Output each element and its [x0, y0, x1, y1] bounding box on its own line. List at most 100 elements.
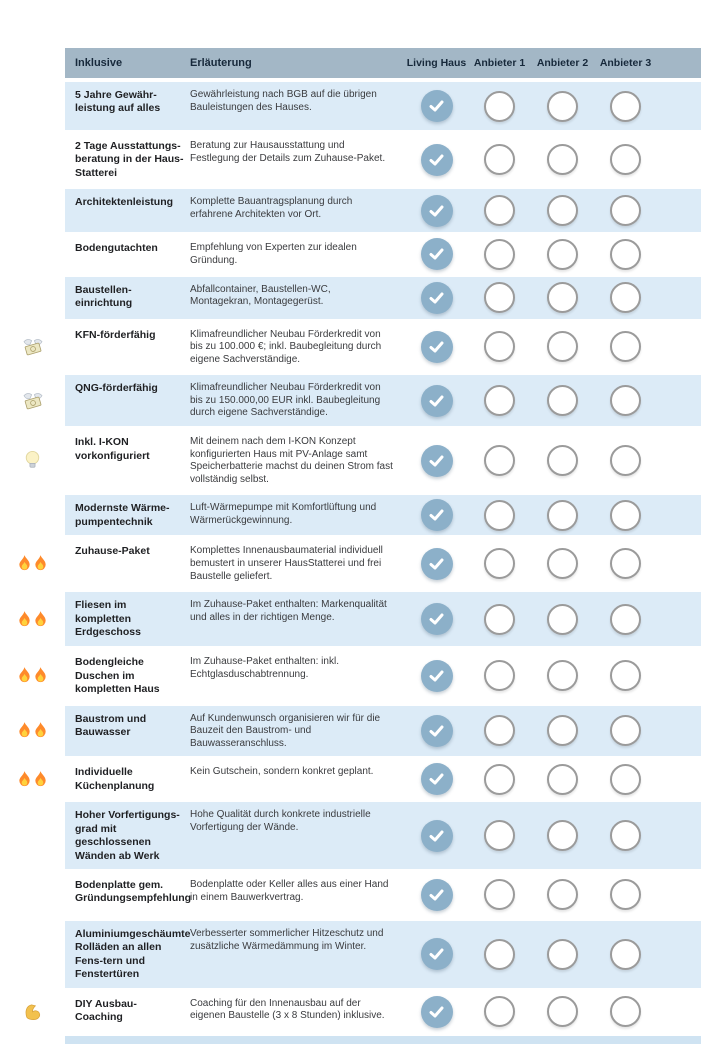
- provider-availability-cells: [405, 538, 657, 589]
- included-check-circle: [420, 547, 453, 580]
- not-included-circle: [547, 996, 578, 1028]
- row-band: Inkl. I-KON vorkonfiguriert Mit deinem na…: [65, 429, 701, 492]
- feature-name: Architektenleistung: [75, 196, 174, 209]
- not-included-circle: [547, 499, 578, 531]
- availability-cell: [405, 763, 468, 796]
- fire-icon: [17, 770, 32, 788]
- table-row: DIY Ausbau-Coaching Coaching für den Inne…: [0, 991, 701, 1033]
- availability-cell: [531, 144, 594, 176]
- row-band: Modernste Wärme-pumpentechnik Luft-Wärmep…: [65, 495, 701, 536]
- header-feature-column: Inklusive: [75, 57, 123, 69]
- availability-cell: [405, 238, 468, 271]
- not-included-circle: [547, 603, 578, 635]
- money-with-wings-icon: [22, 338, 44, 356]
- provider-availability-cells: [405, 429, 657, 492]
- not-included-circle: [610, 144, 641, 176]
- included-check-circle: [420, 143, 453, 176]
- not-included-circle: [484, 195, 515, 227]
- row-band: 5 Jahre Gewähr-leistung auf alles Gewährl…: [65, 82, 701, 130]
- feature-description: Komplette Bauantragsplanung durch erfahr…: [190, 196, 353, 220]
- feature-name: Baustrom und Bauwasser: [75, 712, 147, 738]
- feature-description: Empfehlung von Experten zur idealen Grün…: [190, 242, 357, 266]
- feature-description: Im Zuhause-Paket enthalten: Markenqualit…: [190, 599, 387, 623]
- feature-name: Baustellen-einrichtung: [75, 283, 133, 309]
- availability-cell: [531, 90, 594, 122]
- header-provider-columns: Living Haus Anbieter 1 Anbieter 2 Anbieter …: [405, 57, 657, 69]
- feature-name: Hoher Vorfertigungs-grad mit geschlossen…: [75, 809, 180, 862]
- availability-cell: [405, 938, 468, 971]
- not-included-circle: [610, 445, 641, 477]
- provider-column-header: Anbieter 3: [599, 57, 652, 69]
- feature-name: 2 Tage Ausstattungs-beratung in der Haus…: [75, 140, 184, 179]
- availability-cell: [531, 996, 594, 1028]
- availability-cell: [531, 499, 594, 531]
- table-row: Architektenleistung Komplette Bauantragsp…: [0, 189, 701, 233]
- provider-availability-cells: [405, 649, 657, 702]
- availability-cell: [468, 660, 531, 692]
- availability-cell: [405, 90, 468, 122]
- availability-cell: [468, 715, 531, 747]
- header-band: Inklusive Erläuterung Living Haus Anbiete…: [65, 48, 701, 78]
- table-row: Fliesen im kompletten Erdgeschoss Im Zuha…: [0, 592, 701, 647]
- flexed-biceps-icon: [23, 1002, 42, 1021]
- not-included-circle: [610, 820, 641, 852]
- table-row: Hoher Vorfertigungs-grad mit geschlossen…: [0, 802, 701, 869]
- availability-cell: [531, 660, 594, 692]
- row-band: Baustrom und Bauwasser Auf Kundenwunsch o…: [65, 705, 701, 757]
- feature-description: Luft-Wärmepumpe mit Komfortlüftung und W…: [190, 502, 377, 527]
- availability-cell: [468, 499, 531, 531]
- not-included-circle: [610, 90, 641, 122]
- not-included-circle: [547, 879, 578, 911]
- availability-cell: [531, 820, 594, 852]
- not-included-circle: [484, 548, 515, 580]
- availability-cell: [468, 445, 531, 477]
- availability-cell: [405, 499, 468, 532]
- feature-name: Bodengutachten: [75, 242, 158, 255]
- row-icon-gutter: [0, 538, 65, 589]
- not-included-circle: [610, 499, 641, 531]
- availability-cell: [405, 194, 468, 227]
- availability-cell: [531, 445, 594, 477]
- included-check-circle: [420, 384, 453, 417]
- not-included-circle: [547, 820, 578, 852]
- availability-cell: [405, 143, 468, 176]
- row-icon-gutter: [0, 872, 65, 918]
- row-icon-gutter: [0, 991, 65, 1033]
- row-icon-gutter: [0, 133, 65, 186]
- feature-description: Klimafreundlicher Neubau Förderkredit vo…: [190, 328, 382, 365]
- feature-description: Abfallcontainer, Baustellen-WC, Montagek…: [190, 283, 331, 308]
- availability-cell: [594, 548, 657, 580]
- not-included-circle: [484, 331, 515, 363]
- availability-cell: [405, 995, 468, 1028]
- availability-cell: [468, 603, 531, 635]
- availability-cell: [531, 385, 594, 417]
- table-row: Inkl. I-KON vorkonfiguriert Mit deinem na…: [0, 429, 701, 492]
- availability-cell: [531, 603, 594, 635]
- feature-name: Zuhause-Paket: [75, 545, 150, 558]
- row-icon-gutter: [0, 82, 65, 130]
- not-included-circle: [610, 548, 641, 580]
- not-included-circle: [610, 195, 641, 227]
- not-included-circle: [610, 715, 641, 747]
- feature-description: Coaching für den Innenausbau auf der eig…: [190, 997, 385, 1022]
- provider-availability-cells: [405, 235, 657, 273]
- money-with-wings-icon: [22, 392, 44, 410]
- provider-availability-cells: [405, 495, 657, 535]
- row-icon-gutter: [0, 322, 65, 373]
- row-band: KFN-förderfähig Klimafreundlicher Neubau …: [65, 322, 701, 373]
- fire-icon: [33, 610, 48, 628]
- not-included-circle: [547, 331, 578, 363]
- table-row: Bodengutachten Empfehlung von Experten zu…: [0, 235, 701, 273]
- not-included-circle: [484, 238, 515, 270]
- availability-cell: [468, 879, 531, 911]
- availability-cell: [468, 238, 531, 270]
- availability-cell: [468, 938, 531, 970]
- not-included-circle: [547, 445, 578, 477]
- included-check-circle: [420, 995, 453, 1028]
- row-band: 2 Tage Ausstattungs-beratung in der Haus…: [65, 133, 701, 186]
- not-included-circle: [547, 385, 578, 417]
- table-row: Zuhause-Paket Komplettes Innenausbaumater…: [0, 538, 701, 589]
- provider-availability-cells: [405, 322, 657, 373]
- feature-description: Komplettes Innenausbaumaterial individue…: [190, 545, 383, 582]
- table-row: Bodenplatte gem. Gründungsempfehlung Bode…: [0, 872, 701, 918]
